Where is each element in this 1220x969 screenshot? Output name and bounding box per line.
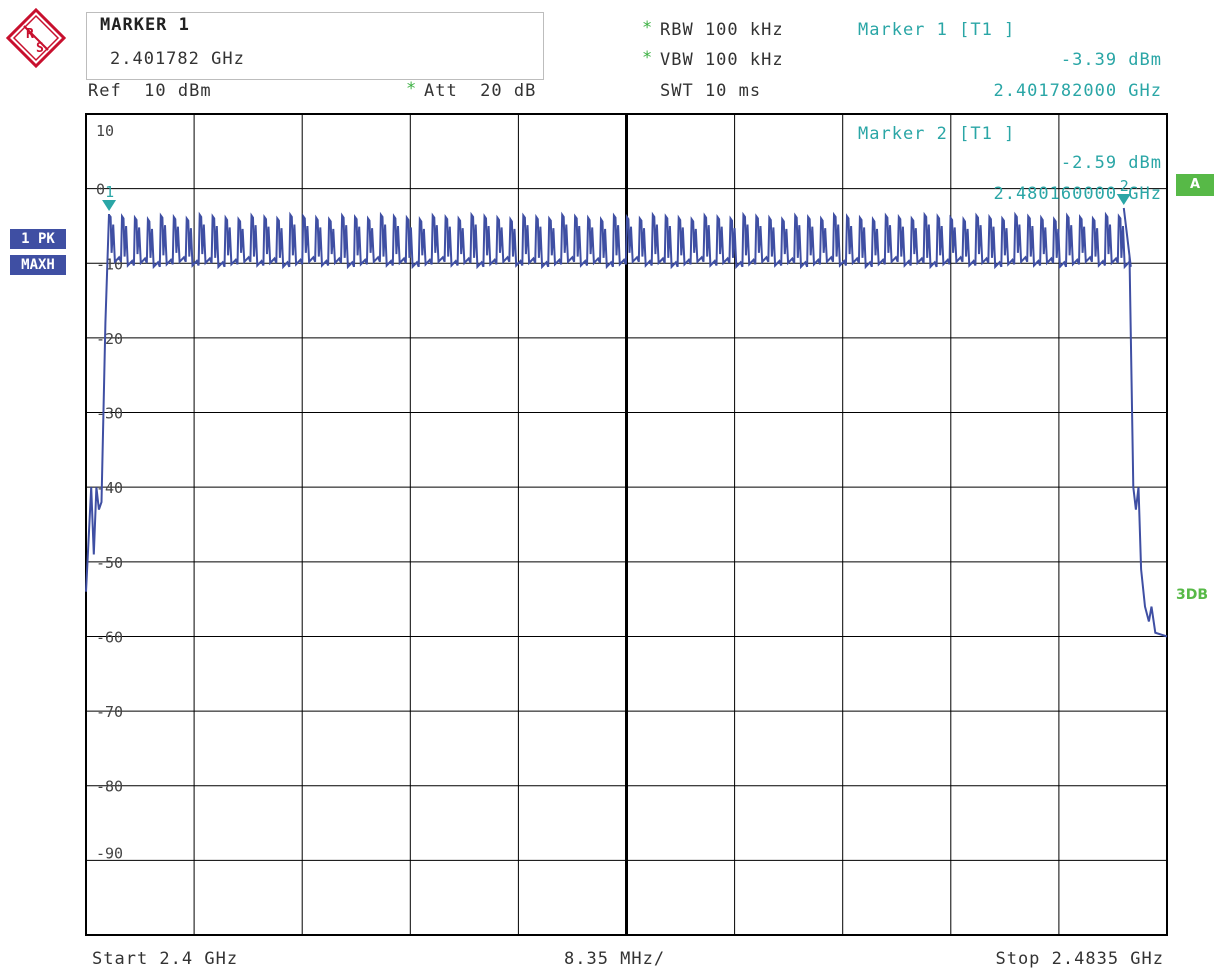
marker-1-label: 1 xyxy=(105,183,114,201)
y-tick-label: -80 xyxy=(96,778,123,796)
sweep-time: SWT 10 ms xyxy=(660,81,762,101)
marker2-label: Marker 2 [T1 ] xyxy=(858,124,1016,144)
rbw-star: * xyxy=(642,18,654,38)
vbw: VBW 100 kHz xyxy=(660,50,784,70)
att-star: * xyxy=(406,79,418,99)
marker-2-triangle xyxy=(1116,193,1131,205)
ref-level: Ref 10 dBm xyxy=(88,81,212,101)
svg-text:R: R xyxy=(26,27,34,42)
marker2-level: -2.59 dBm xyxy=(1060,153,1162,173)
marker1-label: Marker 1 [T1 ] xyxy=(858,20,1016,40)
label-3db: 3DB xyxy=(1176,587,1209,603)
rbw: RBW 100 kHz xyxy=(660,20,784,40)
y-tick-label: -70 xyxy=(96,703,123,721)
spectrum-trace xyxy=(85,207,1168,638)
marker1-freq: 2.401782000 GHz xyxy=(993,81,1162,101)
y-tick-label: -20 xyxy=(96,330,123,348)
start-frequency: Start 2.4 GHz xyxy=(92,949,239,969)
marker-2-label: 2 xyxy=(1120,177,1129,195)
badge-a: A xyxy=(1176,174,1214,196)
marker-title: MARKER 1 xyxy=(100,15,190,35)
marker2-freq: 2.480160000 GHz xyxy=(993,184,1162,204)
y-tick-label: -90 xyxy=(96,844,123,862)
y-tick-label: -40 xyxy=(96,479,123,497)
y-tick-label: 10 xyxy=(96,122,114,140)
y-tick-label: -60 xyxy=(96,628,123,646)
marker1-level: -3.39 dBm xyxy=(1060,50,1162,70)
span-per-division: 8.35 MHz/ xyxy=(564,949,666,969)
trace-mode-maxh: MAXH xyxy=(10,255,66,275)
stop-frequency: Stop 2.4835 GHz xyxy=(995,949,1164,969)
y-tick-label: 0 xyxy=(96,181,105,199)
y-tick-label: -50 xyxy=(96,554,123,572)
vbw-star: * xyxy=(642,48,654,68)
trace-mode-pk: 1 PK xyxy=(10,229,66,249)
marker-1-triangle xyxy=(102,199,117,211)
svg-text:S: S xyxy=(36,41,44,56)
marker-info-box xyxy=(86,12,544,80)
y-tick-labels: 100-10-20-30-40-50-60-70-80-90 xyxy=(96,122,123,862)
marker-value: 2.401782 GHz xyxy=(110,49,245,69)
rohde-schwarz-logo: R S xyxy=(6,8,66,68)
attenuation: Att 20 dB xyxy=(424,81,537,101)
y-tick-label: -30 xyxy=(96,405,123,423)
grid xyxy=(85,113,1168,936)
